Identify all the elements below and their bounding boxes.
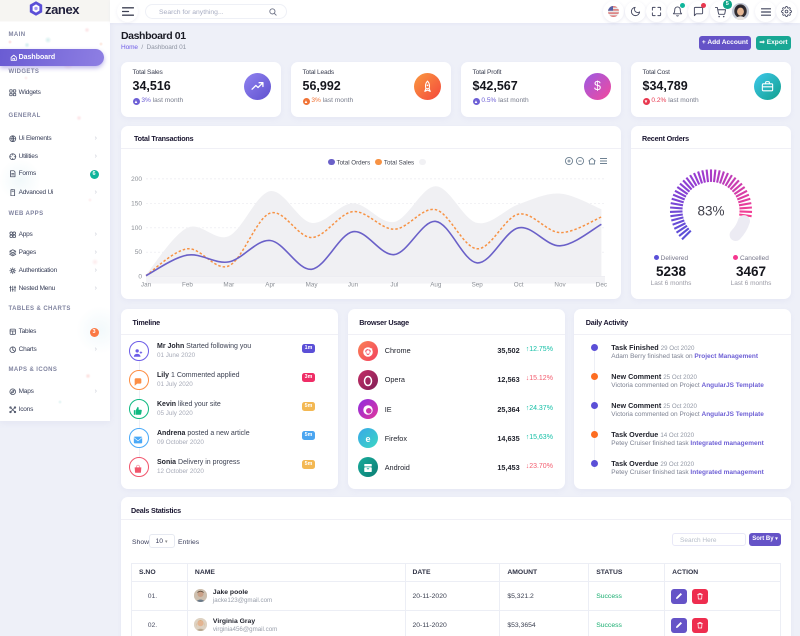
svg-text:e: e — [365, 434, 370, 444]
svg-text:Jul: Jul — [390, 282, 398, 289]
svg-text:Jan: Jan — [141, 282, 152, 289]
svg-text:Apr: Apr — [265, 282, 275, 289]
svg-text:May: May — [306, 282, 319, 289]
svg-text:Jun: Jun — [348, 282, 359, 289]
svg-text:Mar: Mar — [223, 282, 234, 289]
svg-text:50: 50 — [135, 249, 143, 256]
svg-text:150: 150 — [131, 200, 142, 207]
svg-text:Nov: Nov — [554, 282, 566, 289]
svg-text:Feb: Feb — [182, 282, 193, 289]
svg-text:83%: 83% — [697, 203, 724, 218]
svg-text:200: 200 — [131, 176, 142, 183]
svg-text:Dec: Dec — [596, 282, 607, 289]
svg-text:Oct: Oct — [514, 282, 524, 289]
svg-text:100: 100 — [131, 225, 142, 232]
svg-text:Aug: Aug — [430, 282, 442, 289]
svg-text:Sep: Sep — [472, 282, 484, 289]
svg-text:0: 0 — [138, 274, 142, 281]
